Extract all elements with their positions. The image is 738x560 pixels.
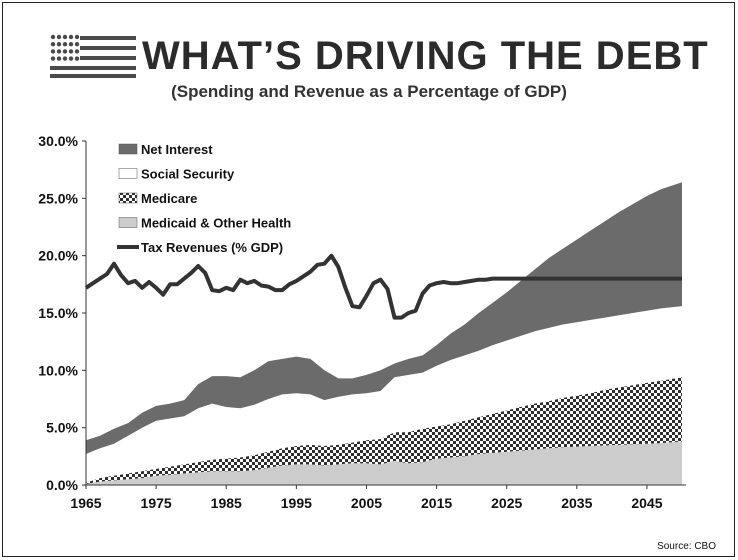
legend-swatch [118,217,138,228]
legend-label: Social Security [141,167,235,182]
legend-label: Medicaid & Other Health [141,216,291,231]
x-tick-label: 2035 [561,495,592,511]
y-tick-label: 30.0% [38,133,78,149]
legend-label: Tax Revenues (% GDP) [141,240,283,255]
medicaid-area [86,441,682,485]
y-tick-label: 10.0% [38,362,78,378]
x-tick-label: 2015 [421,495,452,511]
y-tick-label: 25.0% [38,190,78,206]
legend-label: Medicare [141,191,197,206]
y-tick-label: 0.0% [46,477,78,493]
chart-subtitle: (Spending and Revenue as a Percentage of… [171,82,567,101]
x-tick-label: 1975 [141,495,172,511]
x-tick-label: 2005 [351,495,382,511]
source-note: Source: CBO [657,541,716,552]
legend-label: Net Interest [141,142,213,157]
legend-swatch [118,143,138,155]
flag-icon [50,34,136,78]
legend-swatch [118,192,138,204]
legend-swatch [118,168,138,179]
x-tick-label: 1965 [70,495,101,511]
y-tick-label: 15.0% [38,305,78,321]
x-tick-label: 2045 [631,495,662,511]
chart-title: WHAT’S DRIVING THE DEBT [142,34,709,78]
x-tick-label: 2025 [491,495,522,511]
tax-revenues-line [84,253,682,320]
x-tick-label: 1985 [211,495,242,511]
y-tick-label: 5.0% [46,420,78,436]
x-tick-label: 1995 [281,495,312,511]
y-tick-label: 20.0% [38,248,78,264]
